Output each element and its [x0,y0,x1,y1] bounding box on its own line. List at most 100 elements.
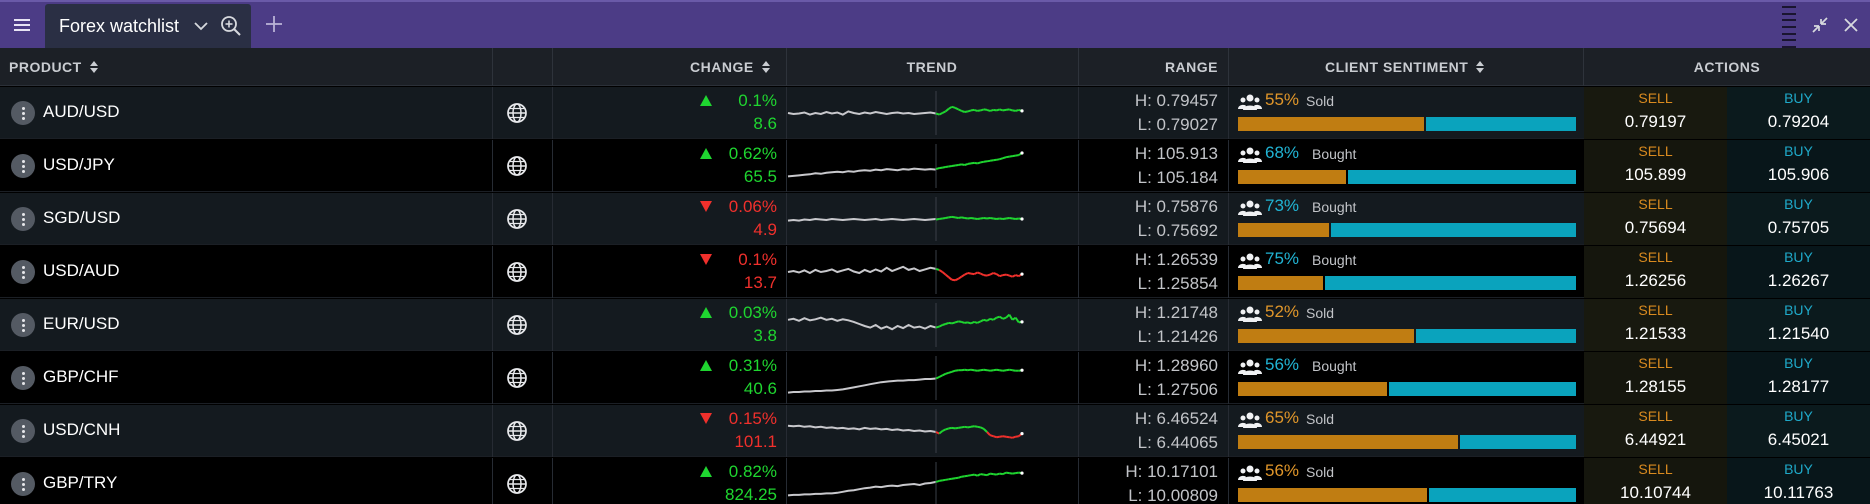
buy-button[interactable]: BUY 6.45021 [1727,405,1870,457]
trend-segment [958,426,962,429]
sentiment-label: Bought [1312,146,1357,162]
column-divider [552,405,553,457]
trend-segment [983,428,988,433]
sentiment-bought-fill [1415,329,1576,343]
sell-button[interactable]: SELL 1.21533 [1584,299,1727,351]
table-row[interactable]: USD/JPY 0.62% 65.5 H: 105.913 L: 105.184… [0,140,1870,192]
change-percent: 0.62% [728,144,777,163]
plus-icon[interactable] [262,12,286,36]
table-row[interactable]: AUD/USD 0.1% 8.6 H: 0.79457 L: 0.79027 5… [0,87,1870,139]
table-row[interactable]: GBP/CHF 0.31% 40.6 H: 1.28960 L: 1.27506… [0,352,1870,404]
more-options-icon[interactable] [11,366,35,390]
close-icon[interactable] [1840,14,1862,36]
buy-button[interactable]: BUY 1.26267 [1727,246,1870,298]
more-options-icon[interactable] [11,154,35,178]
range-low: L: 10.00809 [1128,486,1218,504]
globe-icon[interactable] [506,261,528,283]
trend-segment [999,472,1004,476]
sentiment-bought-fill [1331,223,1576,237]
globe-icon[interactable] [506,208,528,230]
trend-segment [948,426,953,430]
header-sentiment[interactable]: CLIENT SENTIMENT [1325,48,1485,86]
column-divider [552,352,553,404]
hamburger-icon[interactable] [0,2,44,48]
globe-icon[interactable] [506,102,528,124]
change-percent: 0.1% [738,91,777,110]
trend-history-line [787,424,937,433]
more-options-icon[interactable] [11,207,35,231]
globe-icon[interactable] [506,420,528,442]
more-options-icon[interactable] [11,472,35,496]
zoom-in-icon[interactable] [219,14,243,38]
sell-label: SELL [1638,355,1673,371]
sell-button[interactable]: SELL 0.75694 [1584,193,1727,245]
product-symbol[interactable]: USD/JPY [43,155,115,174]
buy-button[interactable]: BUY 105.906 [1727,140,1870,192]
trend-segment [954,106,959,111]
sell-button[interactable]: SELL 1.28155 [1584,352,1727,404]
sell-button[interactable]: SELL 6.44921 [1584,405,1727,457]
trend-segment [951,278,956,282]
sell-button[interactable]: SELL 0.79197 [1584,87,1727,139]
buy-button[interactable]: BUY 10.11763 [1727,458,1870,504]
drag-handle-icon[interactable] [1782,6,1796,48]
compress-icon[interactable] [1809,14,1831,36]
globe-icon[interactable] [506,155,528,177]
table-row[interactable]: GBP/TRY 0.82% 824.25 H: 10.17101 L: 10.0… [0,458,1870,504]
tab-forex-watchlist[interactable]: Forex watchlist [45,4,251,48]
sentiment-bar [1238,329,1576,343]
sentiment-label: Sold [1306,93,1335,109]
users-icon [1238,200,1262,216]
trend-segment [1011,274,1017,278]
trend-segment [1015,108,1020,112]
product-symbol[interactable]: GBP/TRY [43,473,118,492]
column-divider [786,405,787,457]
product-symbol[interactable]: USD/CNH [43,420,121,439]
trend-segment [1015,217,1019,220]
buy-label: BUY [1784,461,1813,477]
product-symbol[interactable]: EUR/USD [43,314,120,333]
table-row[interactable]: EUR/USD 0.03% 3.8 H: 1.21748 L: 1.21426 … [0,299,1870,351]
product-symbol[interactable]: GBP/CHF [43,367,119,386]
users-icon [1238,359,1262,375]
more-options-icon[interactable] [11,260,35,284]
sell-price: 0.79197 [1624,112,1687,131]
header-product[interactable]: PRODUCT [9,48,98,86]
buy-button[interactable]: BUY 1.28177 [1727,352,1870,404]
globe-icon[interactable] [506,314,528,336]
column-divider [786,299,787,351]
column-divider [552,246,553,298]
trend-segment [935,112,940,116]
trend-segment [970,368,975,372]
trend-segment [974,425,978,428]
trend-segment [954,164,959,167]
trend-segment [986,369,991,372]
table-row[interactable]: USD/CNH 0.15% 101.1 H: 6.46524 L: 6.4406… [0,405,1870,457]
sell-button[interactable]: SELL 1.26256 [1584,246,1727,298]
column-divider [1078,48,1079,86]
globe-icon[interactable] [506,473,528,495]
header-change[interactable]: CHANGE [690,48,770,86]
sentiment-percent: 55% [1265,90,1300,109]
column-divider [1228,193,1229,245]
table-row[interactable]: USD/AUD 0.1% 13.7 H: 1.26539 L: 1.25854 … [0,246,1870,298]
product-symbol[interactable]: USD/AUD [43,261,120,280]
globe-icon[interactable] [506,367,528,389]
more-options-icon[interactable] [11,101,35,125]
table-header: PRODUCT CHANGE TREND RANGE CLIENT SENTIM… [0,48,1870,86]
trend-segment [986,431,991,436]
trend-segment [964,272,969,276]
more-options-icon[interactable] [11,313,35,337]
chevron-down-icon[interactable] [192,17,210,35]
more-options-icon[interactable] [11,419,35,443]
buy-button[interactable]: BUY 0.79204 [1727,87,1870,139]
product-symbol[interactable]: AUD/USD [43,102,120,121]
sell-button[interactable]: SELL 105.899 [1584,140,1727,192]
buy-button[interactable]: BUY 1.21540 [1727,299,1870,351]
trend-segment [1012,435,1016,439]
buy-button[interactable]: BUY 0.75705 [1727,193,1870,245]
product-symbol[interactable]: SGD/USD [43,208,121,227]
range-high: H: 1.21748 [1134,303,1218,322]
table-row[interactable]: SGD/USD 0.06% 4.9 H: 0.75876 L: 0.75692 … [0,193,1870,245]
sell-button[interactable]: SELL 10.10744 [1584,458,1727,504]
